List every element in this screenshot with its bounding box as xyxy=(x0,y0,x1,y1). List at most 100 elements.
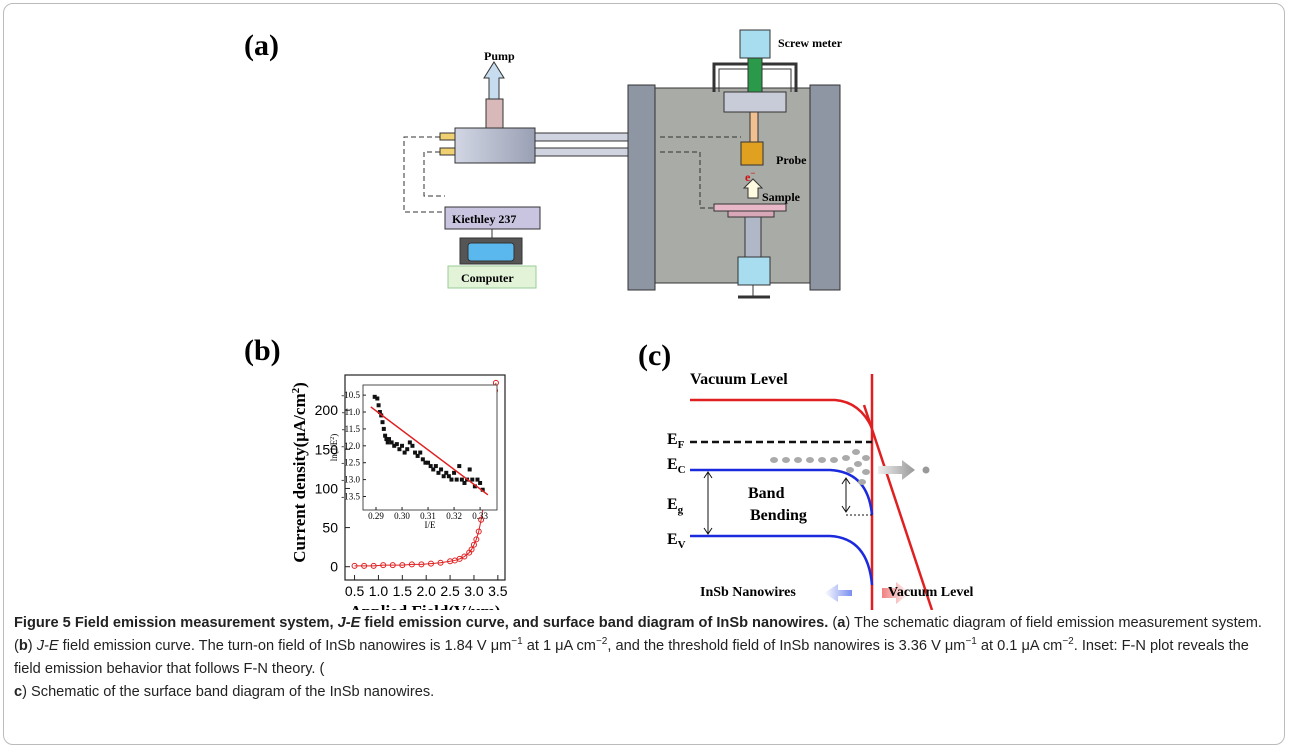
x-tick-label: 2.0 xyxy=(416,583,436,599)
x-tick-label: 3.5 xyxy=(488,583,508,599)
y-label-part: ) xyxy=(329,434,339,437)
label: InSb Nanowires xyxy=(700,585,796,600)
y-tick-label: -12.0 xyxy=(341,441,360,451)
data-point xyxy=(402,450,407,455)
x-tick-label: 0.32 xyxy=(446,511,462,521)
y-label-part: ) xyxy=(290,382,309,388)
data-point xyxy=(478,480,483,485)
data-point xyxy=(472,484,477,489)
label: Probe xyxy=(776,153,807,167)
label-main: E xyxy=(667,531,678,548)
data-point xyxy=(436,470,441,475)
data-point xyxy=(423,460,428,465)
panel-label: (b) xyxy=(244,334,281,367)
label-main: E xyxy=(667,456,678,473)
caption-run: ) Schematic of the surface band diagram … xyxy=(22,684,435,700)
panel-label: (a) xyxy=(244,29,279,62)
caption-run: ( xyxy=(828,615,838,631)
data-point xyxy=(351,562,358,569)
caption-run: ) The schematic diagram of field emissio… xyxy=(14,615,1262,654)
data-point xyxy=(454,477,459,482)
y-tick-label: 50 xyxy=(322,520,338,536)
x-tick-label: 0.31 xyxy=(420,511,436,521)
data-point xyxy=(418,561,425,568)
caption-run: . Inset: F-N plot reveals the field emis… xyxy=(14,638,1249,677)
data-point xyxy=(468,546,475,553)
data-point xyxy=(459,477,464,482)
data-point xyxy=(462,480,467,485)
x-tick-label: 1.0 xyxy=(369,583,389,599)
label: EC xyxy=(667,456,686,476)
data-point xyxy=(456,555,463,562)
label: Computer xyxy=(461,271,514,285)
data-point xyxy=(384,437,389,442)
caption-run: ) xyxy=(27,638,37,654)
panel-label: (c) xyxy=(638,339,671,372)
y-tick-label: 200 xyxy=(315,402,339,418)
data-point xyxy=(389,562,396,569)
data-point xyxy=(387,437,392,442)
data-point xyxy=(397,447,402,452)
caption-run: J-E xyxy=(36,638,59,654)
data-point xyxy=(457,464,462,469)
figure-frame xyxy=(3,3,1285,745)
label: Eg xyxy=(667,496,684,516)
caption-run: −1 xyxy=(965,636,977,648)
data-point xyxy=(400,443,405,448)
data-point xyxy=(389,440,394,445)
data-point xyxy=(380,562,387,569)
caption-run: field emission curve, and surface band d… xyxy=(360,615,829,631)
x-tick-label: 0.5 xyxy=(345,583,365,599)
data-point xyxy=(427,560,434,567)
data-point xyxy=(377,410,382,415)
label: Vacuum Level xyxy=(888,585,974,600)
data-point xyxy=(431,467,436,472)
label-sub: F xyxy=(678,439,685,451)
data-point xyxy=(361,562,368,569)
label-sub: g xyxy=(678,504,684,516)
label: Sample xyxy=(762,190,801,204)
x-tick-label: 0.30 xyxy=(394,511,410,521)
caption-run: Figure 5 Field emission measurement syst… xyxy=(14,615,338,631)
caption-run: b xyxy=(18,638,28,654)
data-point xyxy=(413,450,418,455)
band-labels: Vacuum Level EF EC Eg EV Band Bending In… xyxy=(667,371,974,600)
figure-caption: Figure 5 Field emission measurement syst… xyxy=(14,612,1276,704)
x-axis-label: I/E xyxy=(425,520,436,530)
label: e− xyxy=(745,168,755,184)
y-tick-label: -10.5 xyxy=(341,390,360,400)
caption-run: −1 xyxy=(511,636,523,648)
label: Vacuum Level xyxy=(690,371,788,388)
data-point xyxy=(467,467,472,472)
data-point xyxy=(407,440,412,445)
label: Bending xyxy=(750,507,807,524)
data-point xyxy=(405,447,410,452)
label: Band xyxy=(748,485,785,502)
data-point xyxy=(370,562,377,569)
caption-run: −2 xyxy=(595,636,608,648)
caption-run: −2 xyxy=(1062,636,1074,648)
data-point xyxy=(410,443,415,448)
data-point xyxy=(461,553,468,560)
x-tick-label: 0.29 xyxy=(368,511,384,521)
data-point xyxy=(383,433,388,438)
y-tick-label: 100 xyxy=(315,480,339,496)
data-point xyxy=(470,477,475,482)
data-point xyxy=(385,440,390,445)
label: EV xyxy=(667,531,686,551)
data-point xyxy=(415,453,420,458)
y-label-part: ln(J/E xyxy=(329,439,339,461)
label-main: E xyxy=(667,496,678,513)
y-axis-label: Current density(μA/cm2) xyxy=(290,382,309,563)
y-label-part: Current density(μA/cm xyxy=(290,393,309,562)
data-point xyxy=(392,443,397,448)
band-diagram xyxy=(690,374,934,610)
data-point xyxy=(444,470,449,475)
data-point xyxy=(446,474,451,479)
data-point xyxy=(441,474,446,479)
x-tick-label: 1.5 xyxy=(393,583,413,599)
schematic-a-labels: Pump Screw meter Probe e− Sample Kiethle… xyxy=(452,36,843,285)
x-tick-label: 2.5 xyxy=(440,583,460,599)
label: Kiethley 237 xyxy=(452,212,516,226)
